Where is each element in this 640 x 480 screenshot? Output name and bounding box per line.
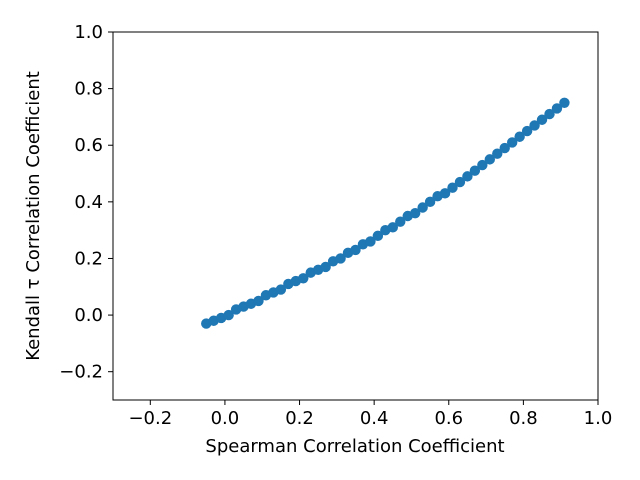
x-tick-label: −0.2 (128, 408, 172, 429)
x-tick-label: 0.4 (360, 408, 389, 429)
y-axis-label: Kendall τ Correlation Coefficient (23, 71, 44, 361)
scatter-point (484, 154, 496, 165)
y-tick-label: 0.2 (74, 248, 103, 269)
scatter-point (506, 137, 518, 148)
scatter-point (559, 97, 570, 108)
x-tick-label: 0.2 (285, 408, 314, 429)
scatter-point (544, 108, 555, 120)
scatter-point (417, 202, 428, 213)
scatter-point (424, 196, 436, 208)
x-tick-label: 0.6 (434, 408, 463, 429)
scatter-point (499, 142, 510, 154)
scatter-point (439, 188, 451, 199)
scatter-point (298, 273, 309, 284)
scatter-point (372, 230, 384, 242)
x-tick-label: 0.0 (211, 408, 240, 429)
scatter-point (462, 171, 473, 182)
scatter-point (551, 103, 563, 114)
scatter-point (395, 216, 406, 227)
x-tick-label: 0.8 (509, 408, 538, 429)
y-axis: −0.2 0.0 0.2 0.4 0.6 0.8 1.0 (59, 22, 113, 383)
scatter-point (409, 207, 421, 219)
scatter-point (454, 176, 466, 188)
scatter-point (477, 159, 488, 171)
scatter-point (320, 261, 331, 273)
points-layer (201, 97, 570, 329)
scatter-point (492, 148, 503, 159)
y-tick-label: 0.4 (74, 192, 103, 213)
y-tick-label: 1.0 (74, 22, 103, 43)
scatter-point (253, 295, 264, 307)
y-tick-label: 0.8 (74, 79, 103, 100)
scatter-point (365, 236, 376, 247)
scatter-point (335, 253, 346, 264)
x-tick-label: 1.0 (584, 408, 613, 429)
scatter-point (387, 222, 399, 233)
scatter-point (350, 244, 361, 256)
y-tick-label: 0.0 (74, 305, 103, 326)
scatter-point (469, 165, 481, 176)
scatter-point (514, 131, 525, 142)
scatter-point (275, 284, 287, 295)
x-axis: −0.2 0.0 0.2 0.4 0.6 0.8 1.0 (128, 400, 612, 429)
scatter-point (529, 120, 540, 131)
y-tick-label: 0.6 (74, 135, 103, 156)
x-axis-label: Spearman Correlation Coefficient (205, 436, 504, 457)
scatter-point (223, 309, 234, 321)
scatter-point (536, 114, 548, 125)
y-tick-label: −0.2 (59, 362, 103, 383)
plot-frame (112, 31, 599, 401)
scatter-point (447, 182, 458, 193)
scatter-point (521, 125, 533, 137)
